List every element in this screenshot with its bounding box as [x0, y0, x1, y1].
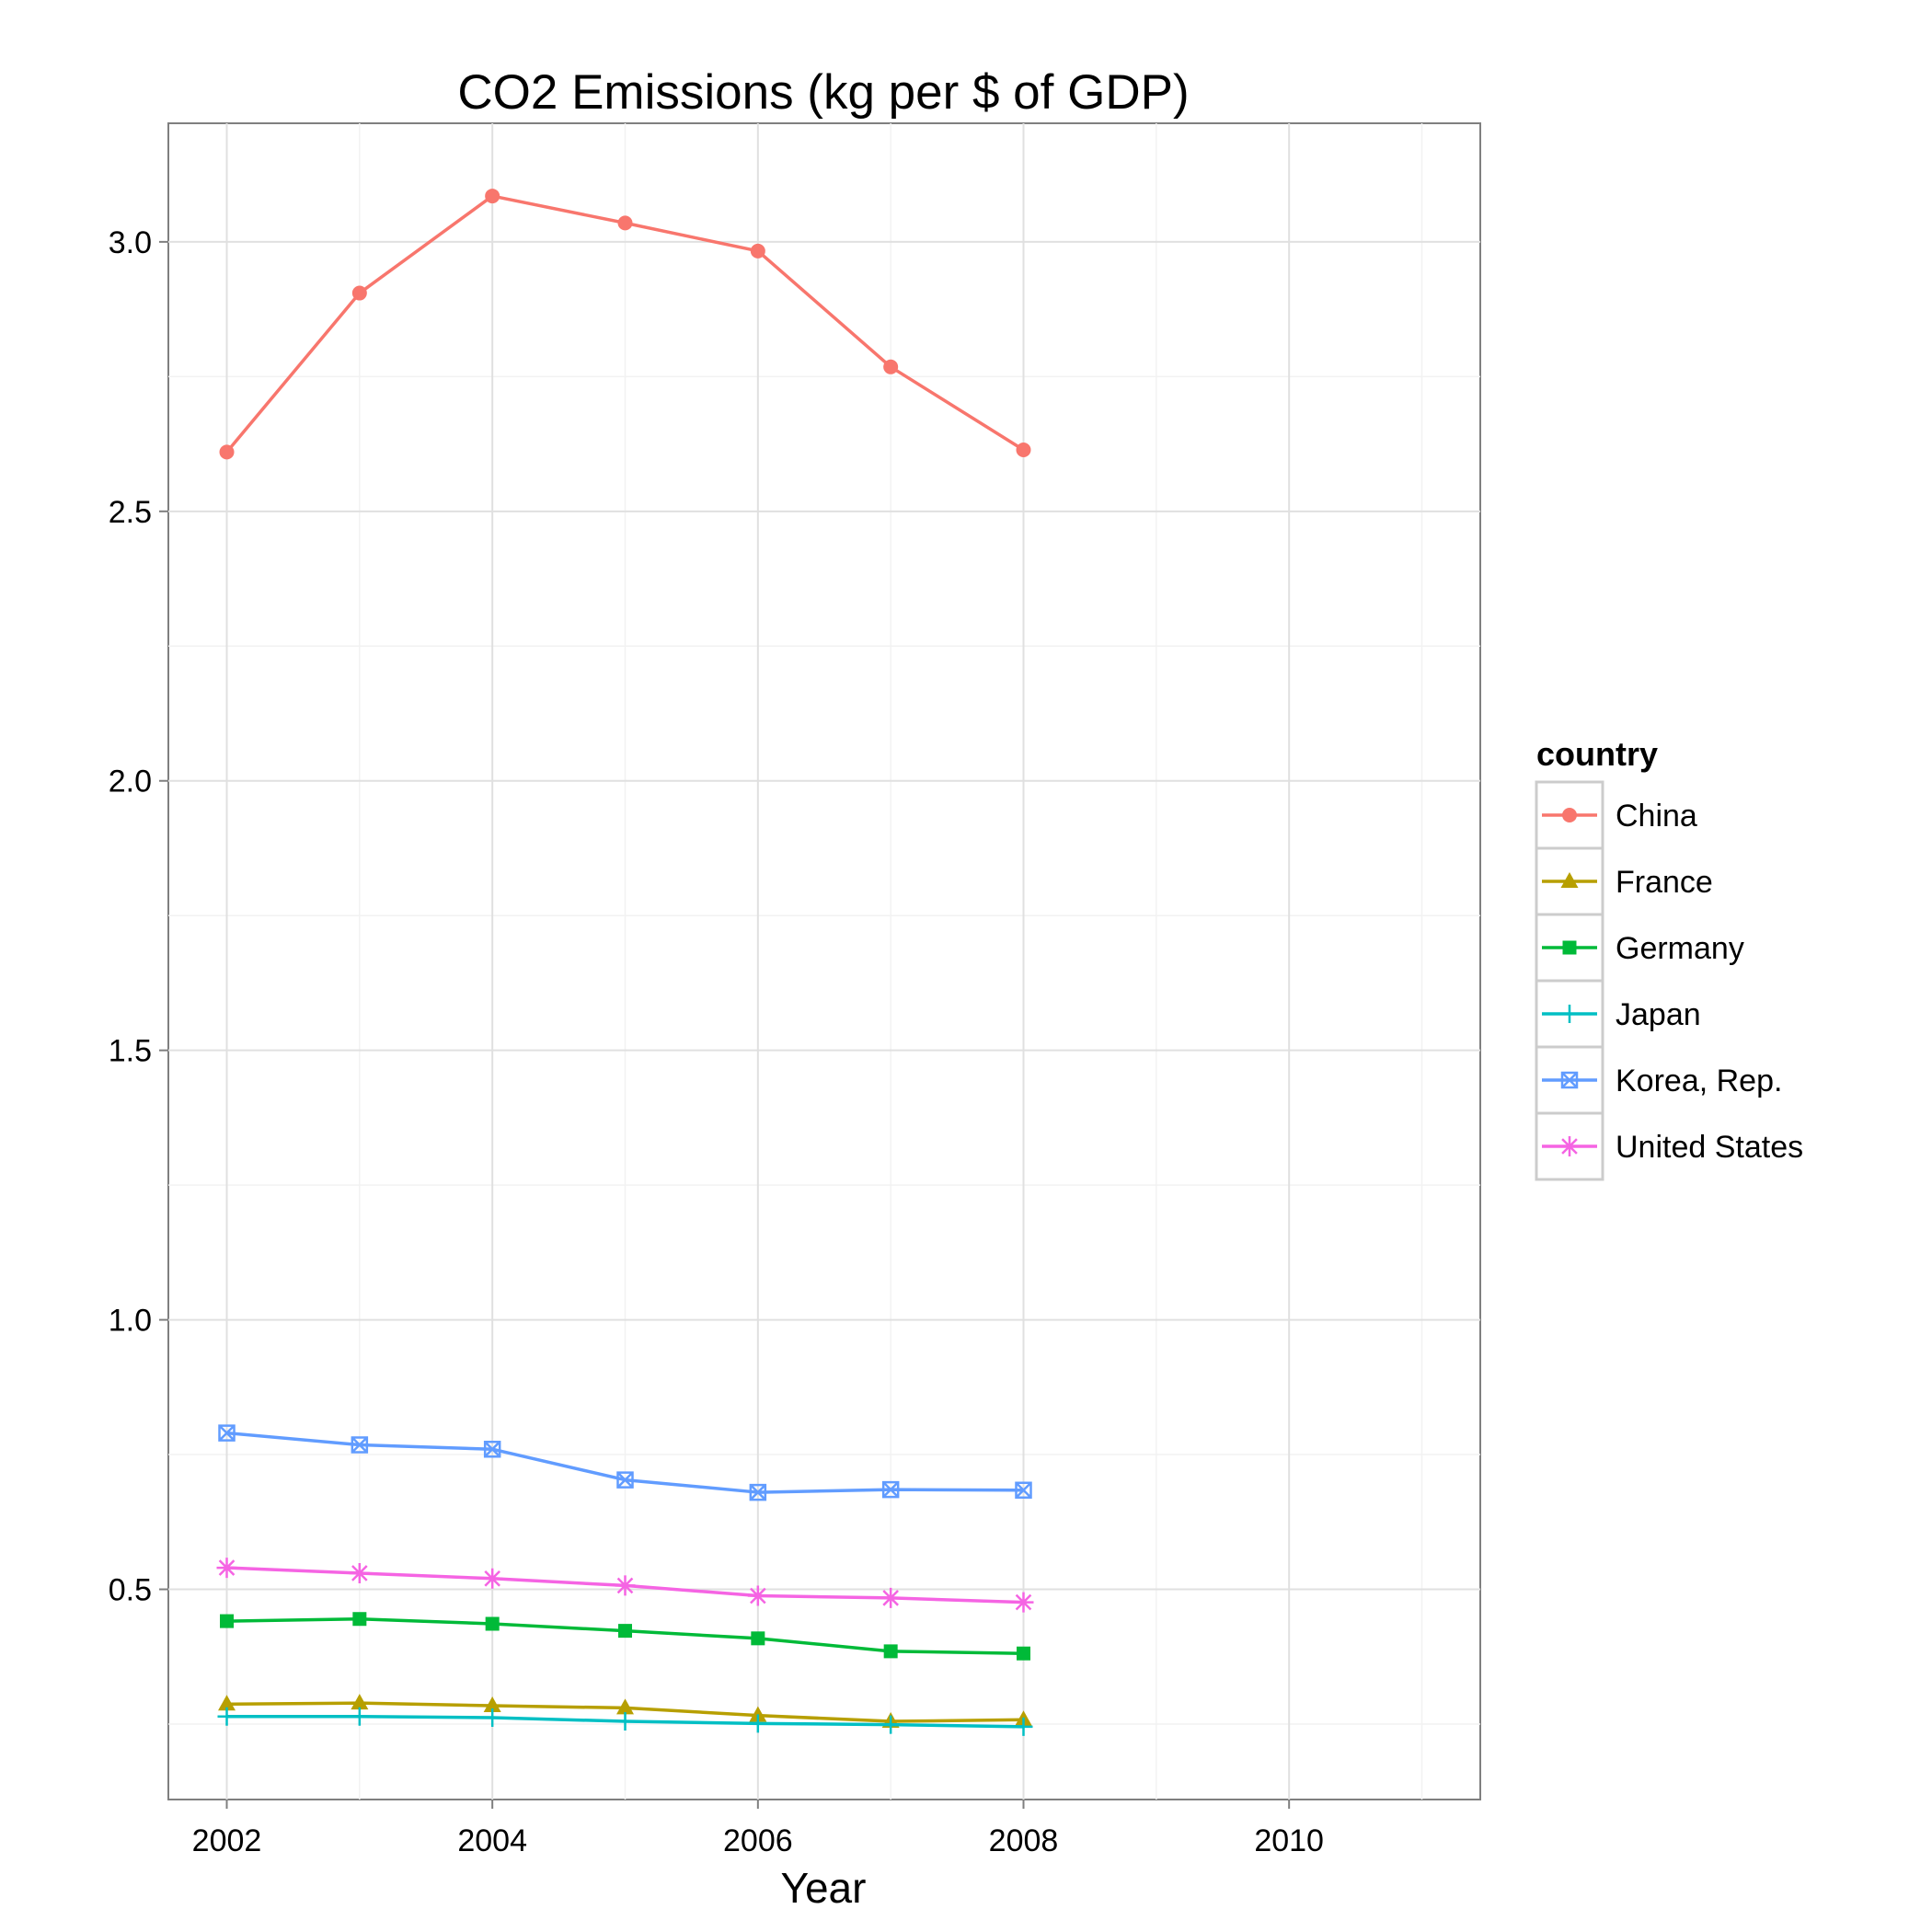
y-tick-label: 3.0 [109, 225, 152, 260]
legend-item: France [1535, 846, 1713, 916]
data-point [352, 1612, 367, 1627]
data-point [1014, 1717, 1033, 1736]
x-axis-title: Year [781, 1864, 867, 1912]
data-point [751, 1631, 765, 1646]
data-point [750, 243, 765, 259]
plot-panel [167, 122, 1481, 1800]
data-point [616, 1698, 635, 1715]
series-germany [220, 1612, 1030, 1661]
data-point [219, 444, 235, 460]
legend-title: country [1536, 735, 1658, 773]
data-point [482, 1568, 503, 1589]
data-point [749, 1483, 767, 1501]
data-point [218, 1695, 236, 1711]
legend-item: Korea, Rep. [1535, 1045, 1782, 1115]
major-gridlines [168, 123, 1480, 1800]
legend-label: Japan [1616, 997, 1701, 1032]
data-point [748, 1714, 767, 1733]
data-point [349, 1562, 370, 1583]
data-point [351, 1436, 369, 1454]
data-point [1562, 808, 1577, 822]
data-point [485, 189, 500, 204]
data-point [1013, 1592, 1034, 1613]
y-axis: 0.5 1.0 1.5 2.0 2.5 3.0 [109, 225, 168, 1608]
data-point [218, 1424, 236, 1442]
data-point [747, 1585, 768, 1606]
data-point [749, 1706, 767, 1722]
y-tick-label: 2.5 [109, 495, 152, 530]
series-united-states [216, 1558, 1034, 1613]
data-point [220, 1614, 235, 1628]
legend-label: Korea, Rep. [1616, 1064, 1782, 1098]
data-point [217, 1707, 236, 1726]
data-point [350, 1707, 369, 1726]
data-point [881, 1715, 901, 1734]
y-tick-label: 2.0 [109, 765, 152, 799]
x-tick-label: 2004 [457, 1823, 527, 1858]
data-point [1562, 940, 1577, 955]
data-point [351, 285, 367, 301]
x-axis: 2002 2004 2006 2008 2010 [192, 1800, 1324, 1858]
data-point [1560, 1005, 1579, 1023]
x-tick-label: 2010 [1254, 1823, 1324, 1858]
series-korea-rep [218, 1424, 1032, 1501]
legend-item: United States [1535, 1111, 1803, 1181]
data-point [883, 1644, 898, 1659]
data-point [351, 1694, 369, 1710]
x-tick-label: 2006 [723, 1823, 793, 1858]
series-china [219, 189, 1031, 460]
legend-label: United States [1616, 1130, 1803, 1165]
legend-items: China France Germany Japan Korea, Rep. United… [1535, 780, 1803, 1181]
data-point [485, 1616, 500, 1631]
data-point [483, 1708, 502, 1727]
data-point [1016, 443, 1031, 458]
data-point [483, 1440, 501, 1458]
legend-item: Germany [1535, 913, 1744, 983]
data-point [1560, 872, 1579, 888]
x-tick-label: 2008 [989, 1823, 1059, 1858]
y-tick-label: 1.5 [109, 1034, 152, 1069]
data-point [483, 1696, 501, 1713]
data-point [618, 1624, 633, 1639]
data-point [617, 215, 633, 231]
data-point [1560, 1071, 1579, 1089]
data-point [881, 1480, 900, 1499]
legend-item: China [1535, 780, 1697, 850]
data-point [880, 1587, 902, 1608]
legend: country China France Germany Japan Korea, Re… [1535, 735, 1803, 1181]
data-point [1559, 1136, 1580, 1156]
legend-label: Germany [1616, 931, 1744, 966]
data-point [616, 1471, 634, 1489]
y-tick-label: 1.0 [109, 1304, 152, 1339]
data-point [615, 1575, 636, 1596]
legend-item: Japan [1535, 979, 1701, 1049]
data-point [1016, 1646, 1030, 1661]
legend-label: France [1616, 865, 1713, 900]
data-point [216, 1558, 237, 1579]
series-japan [217, 1707, 1033, 1736]
x-tick-label: 2002 [192, 1823, 262, 1858]
chart-title: CO2 Emissions (kg per $ of GDP) [457, 65, 1189, 120]
data-point [615, 1712, 635, 1731]
y-tick-label: 0.5 [109, 1573, 152, 1608]
series-layer [216, 189, 1034, 1736]
data-point [883, 359, 899, 374]
data-point [1015, 1481, 1032, 1499]
legend-label: China [1616, 799, 1697, 834]
